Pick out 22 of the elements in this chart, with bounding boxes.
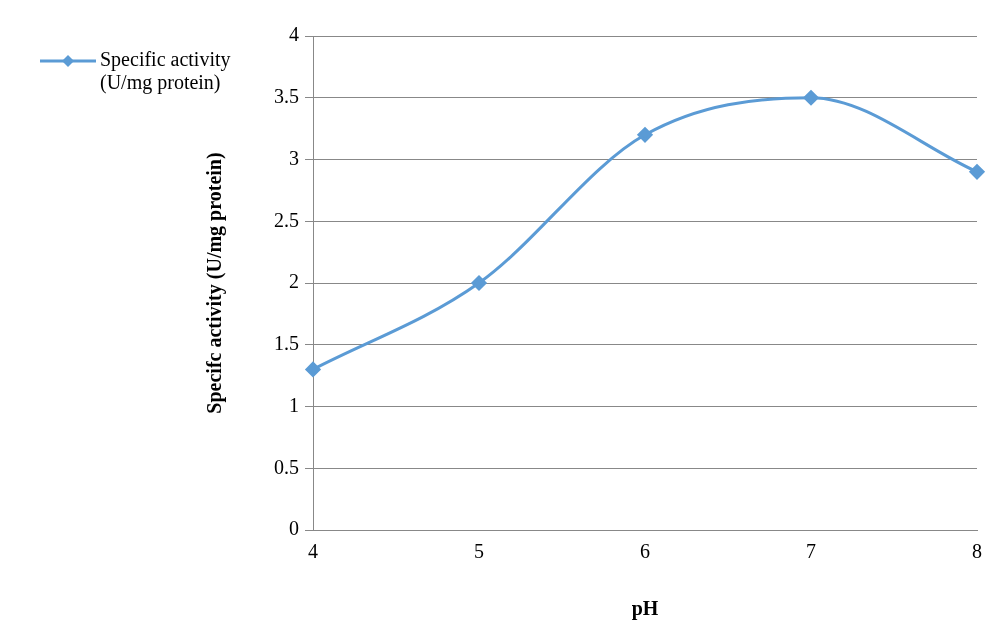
y-tick-label: 2 bbox=[289, 270, 299, 293]
y-tick-label: 1.5 bbox=[274, 332, 299, 354]
y-tick-label: 1 bbox=[289, 393, 299, 416]
y-tick-label: 3 bbox=[289, 146, 299, 169]
y-tick-label: 3.5 bbox=[274, 85, 299, 107]
y-axis-title: Specifc activity (U/mg protein) bbox=[203, 152, 227, 414]
point bbox=[803, 90, 819, 106]
x-tick-label: 4 bbox=[308, 540, 318, 563]
y-tick-label: 2.5 bbox=[274, 208, 299, 231]
x-tick-label: 8 bbox=[972, 540, 982, 563]
x-axis-title: pH bbox=[631, 597, 659, 621]
x-tick-label: 5 bbox=[474, 540, 484, 563]
point bbox=[969, 164, 985, 180]
point bbox=[305, 361, 321, 377]
point bbox=[637, 127, 653, 143]
point bbox=[471, 275, 487, 291]
x-tick-label: 6 bbox=[640, 540, 650, 563]
y-tick-label: 0 bbox=[289, 517, 299, 540]
legend-label: Specific activity (U/mg protein) bbox=[100, 48, 231, 93]
x-tick-label: 7 bbox=[806, 540, 816, 563]
y-tick-label: 4 bbox=[289, 23, 299, 46]
y-tick-label: 0.5 bbox=[274, 455, 299, 478]
